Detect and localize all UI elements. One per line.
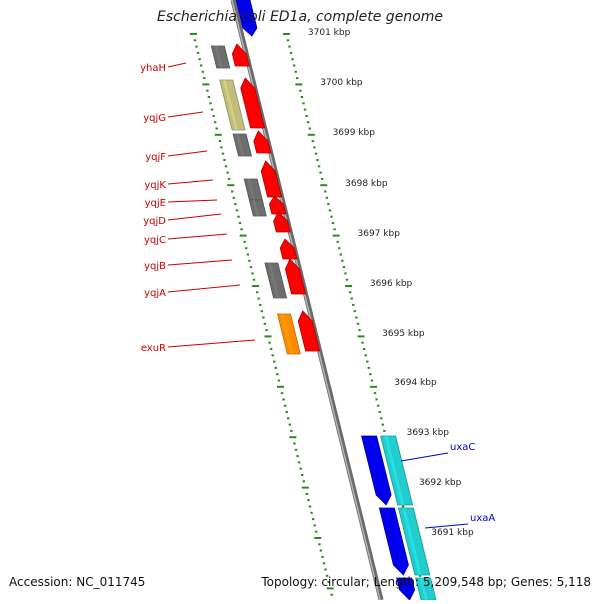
leader-line-yqjG (167, 111, 204, 118)
scale-label: 3696 kbp (370, 279, 413, 289)
scale-label: 3691 kbp (431, 528, 474, 538)
gene-label-uxaA: uxaA (470, 513, 495, 524)
gene-label-yqjK: yqjK (144, 180, 166, 191)
scale-label: 3692 kbp (419, 478, 462, 488)
gene-label-yqjC: yqjC (144, 235, 166, 246)
feature-block-uxaC-shine (384, 436, 405, 505)
scale-label: 3695 kbp (382, 329, 425, 339)
feature-block-yqjE-shine (252, 200, 260, 216)
gene-arrow-yqjD (273, 211, 291, 233)
scale-label: 3699 kbp (333, 128, 376, 138)
feature-block-exuR (276, 313, 301, 355)
leader-line-yqjB (167, 259, 233, 266)
scale-labels: 3701 kbp 3700 kbp 3699 kbp 3698 kbp 3697 kbp… (308, 28, 474, 538)
scale-label: 3697 kbp (358, 229, 401, 239)
gene-arrow-bottom (396, 577, 416, 601)
gene-label-exuR: exuR (141, 343, 166, 354)
gene-arrow-uxaC (361, 435, 392, 506)
leader-line-yqjE (167, 199, 218, 203)
genome-title: Escherichia coli ED1a, complete genome (157, 9, 443, 25)
feature-block-yqjB (264, 262, 288, 299)
gene-label-yhaH: yhaH (140, 63, 166, 74)
leader-line-uxaC (400, 452, 449, 462)
feature-block-yqjK-shine (247, 179, 256, 200)
label-leader-lines (167, 62, 469, 529)
gene-label-yqjD: yqjD (143, 216, 166, 227)
leader-line-yqjD (167, 213, 222, 221)
feature-block-uxaC (380, 435, 414, 506)
gene-label-yqjF: yqjF (145, 152, 166, 163)
scale-label: 3698 kbp (345, 179, 388, 189)
feature-block-yqjE (248, 199, 267, 217)
leader-line-yhaH (167, 62, 187, 68)
feature-block-bottom-shine (419, 578, 428, 600)
gene-arrow-yqjF (253, 130, 272, 154)
leader-line-exuR (167, 339, 256, 348)
gene-label-yqjA: yqjA (144, 288, 166, 299)
feature-block-yhaH-shine (214, 46, 223, 68)
left-tick-track (189, 33, 334, 596)
gene-arrow-yqjB (284, 258, 307, 295)
gene-arrow-uxaA (378, 507, 409, 576)
gene-arrow-exuR (297, 310, 321, 352)
reverse-strand-features (235, 0, 437, 601)
scale-label: 3701 kbp (308, 28, 351, 38)
leader-line-yqjA (167, 284, 241, 293)
scale-label: 3693 kbp (407, 428, 450, 438)
feature-block-yqjG-shine (222, 80, 238, 130)
gene-arrow-top (235, 0, 258, 37)
gene-label-uxaC: uxaC (450, 442, 475, 453)
leader-line-yqjC (167, 233, 228, 240)
gene-arrow-yqjG (240, 77, 266, 129)
leader-line-uxaA (424, 523, 469, 529)
leader-line-yqjF (167, 150, 208, 157)
scale-label: 3694 kbp (394, 378, 437, 388)
feature-block-yqjF-shine (236, 134, 245, 156)
gene-label-yqjB: yqjB (144, 261, 166, 272)
feature-block-uxaA-shine (402, 508, 422, 575)
gene-labels: yhaH yqjG yqjF yqjK yqjE yqjD yqjC yqjB yqjA exuR… (140, 63, 495, 524)
gene-label-yqjG: yqjG (143, 113, 166, 124)
feature-block-yqjB-shine (268, 263, 280, 298)
gene-label-yqjE: yqjE (145, 198, 166, 209)
forward-strand-features (210, 43, 321, 355)
accession-text: Accession: NC_011745 (9, 575, 146, 589)
feature-block-exuR-shine (280, 314, 294, 354)
feature-block-yqjF (232, 133, 253, 157)
gene-arrow-yhaH (231, 43, 250, 67)
scale-label: 3700 kbp (320, 78, 363, 88)
topology-text: Topology: circular; Length: 5,209,548 bp… (261, 575, 591, 589)
leader-line-yqjK (167, 179, 214, 185)
